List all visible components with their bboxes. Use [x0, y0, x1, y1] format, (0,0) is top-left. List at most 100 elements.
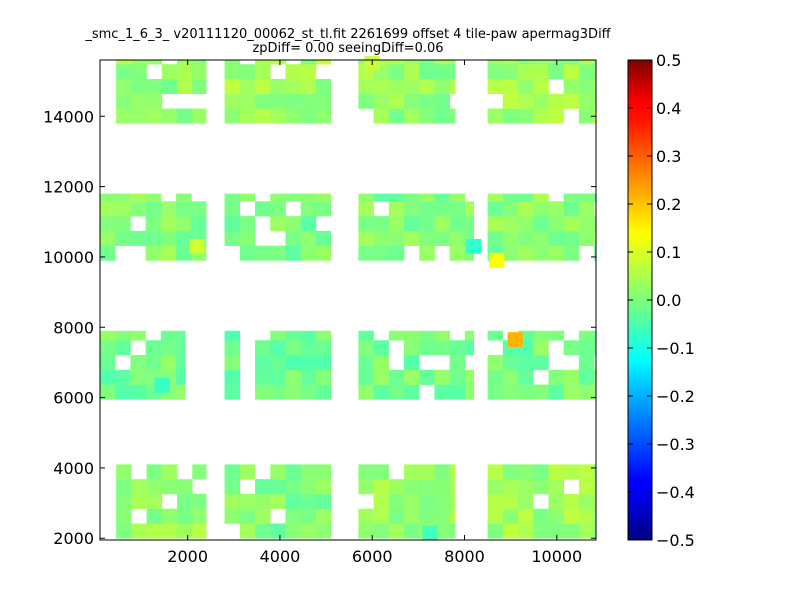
heatmap-cell	[116, 464, 132, 480]
heatmap-cell	[358, 508, 374, 524]
heatmap-cell	[224, 93, 241, 109]
heatmap-cell	[578, 369, 595, 385]
heatmap-cell	[358, 216, 374, 232]
heatmap-cell	[563, 384, 580, 400]
heatmap-cell	[373, 60, 390, 65]
colorbar-ticks: 0.5 0.4 0.3 0.2 0.1 0.0 −0.1 −0.2 −0.3 −0.4 −0.5	[628, 51, 695, 550]
heatmap-cell	[300, 201, 317, 217]
heatmap-cell	[373, 369, 390, 385]
heatmap-cell	[502, 245, 519, 261]
heatmap-cell	[358, 193, 374, 202]
heatmap-cell	[388, 523, 405, 539]
heatmap-cell	[502, 464, 519, 480]
heatmap-cell	[239, 216, 256, 232]
heatmap-cell	[548, 508, 565, 524]
heatmap-cell	[388, 245, 405, 261]
heatmap-cell	[518, 508, 534, 524]
heatmap-cell	[358, 464, 374, 480]
heatmap-cell	[533, 464, 549, 480]
heatmap-cell	[300, 216, 317, 232]
heatmap-cell-outlier	[422, 525, 438, 541]
colorbar-tick-label: 0.1	[656, 243, 681, 262]
heatmap-cell	[373, 384, 390, 400]
heatmap-cell	[239, 108, 256, 124]
heatmap-cell	[434, 493, 451, 509]
heatmap-cell	[487, 330, 504, 341]
heatmap-cell	[404, 493, 420, 509]
heatmap-cell	[449, 64, 456, 80]
heatmap-cell-outlier	[189, 238, 205, 254]
heatmap-cell	[131, 493, 147, 509]
heatmap-cell	[239, 245, 256, 261]
heatmap-cell	[419, 64, 435, 80]
heatmap-cell	[487, 216, 504, 232]
heatmap-cell	[131, 479, 147, 495]
heatmap-cell	[419, 78, 435, 95]
heatmap-cell	[130, 193, 146, 202]
heatmap-cell	[419, 369, 435, 385]
heatmap-cell	[388, 330, 405, 341]
heatmap-cell	[285, 340, 302, 356]
heatmap-cell	[373, 508, 390, 524]
heatmap-cell	[563, 60, 580, 65]
heatmap-cell	[176, 201, 192, 217]
heatmap-cell	[373, 230, 390, 246]
heatmap-cell	[548, 493, 565, 509]
heatmap-cell	[270, 108, 286, 124]
heatmap-cell	[594, 384, 597, 400]
heatmap-cell	[487, 523, 504, 539]
heatmap-cell	[285, 216, 302, 232]
heatmap-cell	[315, 508, 331, 524]
heatmap-cell	[449, 355, 466, 371]
heatmap-cell	[563, 508, 580, 524]
heatmap-cell	[224, 108, 241, 124]
heatmap-cell	[449, 508, 456, 524]
heatmap-cell	[131, 60, 147, 65]
heatmap-cell	[100, 340, 116, 356]
heatmap-cell	[518, 108, 534, 124]
heatmap-cell	[192, 464, 207, 480]
heatmap-cell	[224, 355, 241, 371]
heatmap-cell	[518, 493, 534, 509]
heatmap-cell	[518, 355, 534, 371]
heatmap-cell	[548, 60, 565, 65]
heatmap-cell	[502, 201, 519, 217]
heatmap-cell	[285, 93, 302, 109]
heatmap-cell	[145, 355, 162, 371]
heatmap-cell	[161, 108, 178, 124]
x-axis: 2000 4000 6000 8000 10000	[167, 60, 582, 566]
heatmap-cell	[358, 93, 374, 109]
heatmap-cell	[161, 64, 178, 80]
heatmap-cell	[116, 508, 132, 524]
heatmap-cell	[502, 479, 519, 495]
heatmap-cell	[449, 493, 456, 509]
heatmap-cell	[270, 78, 286, 95]
heatmap-cell	[192, 523, 207, 539]
heatmap-cell	[146, 479, 163, 495]
heatmap-cell-outlier	[489, 253, 505, 268]
heatmap-cell	[533, 201, 549, 217]
heatmap-cell	[224, 464, 241, 480]
heatmap-cell	[177, 508, 193, 524]
heatmap-cell	[300, 355, 317, 371]
heatmap-cell	[373, 78, 390, 95]
heatmap-cell	[300, 384, 317, 400]
heatmap-cell	[239, 493, 256, 509]
heatmap-cell	[533, 108, 549, 124]
heatmap-cell	[358, 330, 374, 341]
heatmap-cell	[563, 464, 580, 480]
heatmap-cell	[177, 64, 193, 80]
heatmap-cell	[518, 369, 534, 385]
heatmap-cell	[419, 340, 435, 356]
heatmap-cell	[502, 355, 519, 371]
heatmap-cell	[487, 493, 504, 509]
heatmap-cell	[404, 330, 420, 341]
heatmap-cell	[563, 245, 580, 261]
heatmap-cell	[594, 369, 597, 385]
heatmap-cell	[300, 479, 317, 495]
heatmap-cell	[239, 523, 256, 539]
heatmap-cell	[404, 508, 420, 524]
heatmap-cell	[518, 523, 534, 539]
colorbar-tick-label: −0.4	[656, 483, 695, 502]
heatmap-cell	[563, 369, 580, 385]
